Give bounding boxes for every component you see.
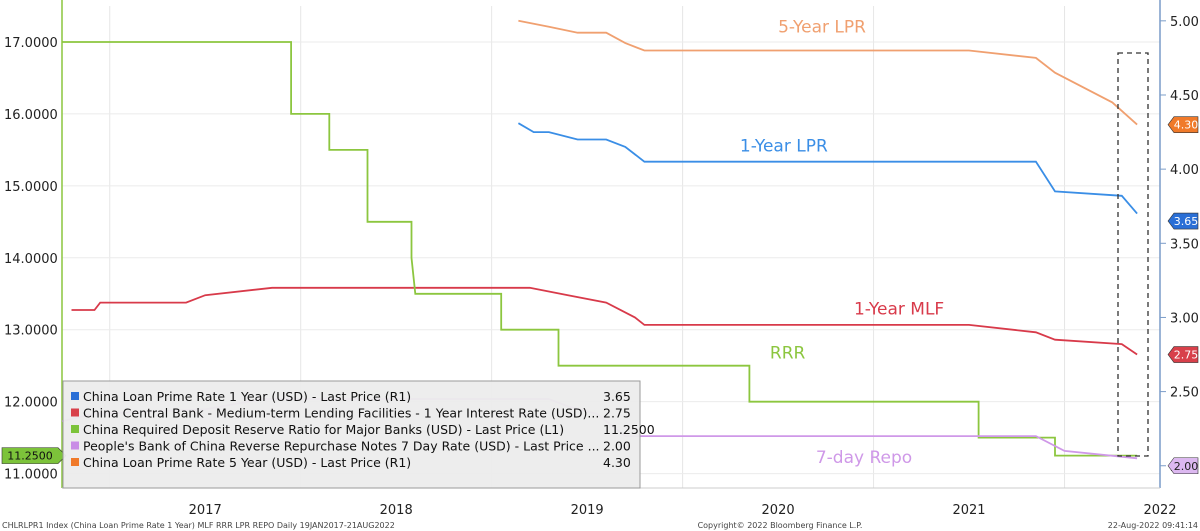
legend-value-mlf: 2.75 — [603, 406, 631, 421]
series-line-lpr1y — [517, 122, 1138, 215]
footer-left: CHLRLPR1 Index (China Loan Prime Rate 1 … — [2, 521, 395, 530]
badge-mlf — [1167, 346, 1199, 363]
x-tick-label: 2020 — [762, 503, 795, 518]
left-tick-label: 12.0000 — [4, 396, 58, 411]
legend-value-lpr1y: 3.65 — [603, 389, 631, 404]
footer-center: Copyright© 2022 Bloomberg Finance L.P. — [698, 521, 863, 530]
badge-lpr5y — [1167, 116, 1199, 133]
series-labels: 1-Year LPR 5-Year LPR 1-Year MLF RRR 7-day R… — [740, 18, 944, 468]
left-tick-label: 17.0000 — [4, 36, 58, 51]
x-tick-label: 2021 — [952, 503, 985, 518]
legend-box — [62, 380, 641, 489]
footer: CHLRLPR1 Index (China Loan Prime Rate 1 … — [2, 521, 1198, 530]
x-tick-label: 2018 — [380, 503, 413, 518]
series-label-rrr: RRR — [770, 344, 806, 364]
series-line-mlf — [71, 286, 1138, 356]
left-tick-label: 11.0000 — [4, 468, 58, 483]
badge-lpr1y — [1167, 212, 1199, 230]
badge-repo — [1167, 457, 1199, 475]
right-tick-label: 5.00 — [1170, 15, 1199, 30]
right-tick-label: 4.00 — [1170, 163, 1199, 178]
right-tick-label: 3.50 — [1170, 237, 1199, 252]
left-tick-label: 15.0000 — [4, 180, 58, 195]
right-tick-label: 2.50 — [1170, 386, 1199, 401]
badge-text-lpr1y: 3.65 — [1174, 215, 1199, 228]
legend-value-lpr5y: 4.30 — [603, 455, 631, 470]
badge-text-lpr5y: 4.30 — [1174, 119, 1199, 132]
legend-swatch-lpr1y — [71, 392, 79, 400]
badge-text-mlf: 2.75 — [1174, 349, 1199, 362]
series-line-rrr — [62, 41, 1138, 457]
axes: 2017 2018 2019 2020 2021 2022 17.0000 16.0000 15… — [4, 0, 1199, 518]
series-label-lpr5y: 5-Year LPR — [778, 18, 866, 38]
x-tick-label: 2017 — [189, 503, 222, 518]
series-label-repo: 7-day Repo — [816, 448, 912, 468]
legend: China Loan Prime Rate 1 Year (USD) - Las… — [62, 380, 655, 489]
x-tick-label: 2022 — [1143, 503, 1176, 518]
left-tick-label: 16.0000 — [4, 108, 58, 123]
legend-value-repo: 2.00 — [603, 439, 631, 454]
right-tick-label: 3.00 — [1170, 311, 1199, 326]
x-tick-label: 2019 — [571, 503, 604, 518]
right-tick-label: 4.50 — [1170, 89, 1199, 104]
legend-swatch-repo — [71, 441, 79, 450]
legend-value-rrr: 11.2500 — [603, 422, 655, 437]
legend-swatch-lpr5y — [71, 458, 79, 466]
left-tick-label: 13.0000 — [4, 324, 58, 339]
badge-text-repo: 2.00 — [1174, 460, 1199, 473]
legend-swatch-rrr — [71, 425, 79, 433]
legend-swatch-mlf — [71, 408, 79, 417]
badge-rrr — [1, 447, 67, 464]
series-label-lpr1y: 1-Year LPR — [740, 136, 828, 156]
badge-text-rrr: 11.2500 — [7, 450, 53, 463]
legend-text-lpr5y: China Loan Prime Rate 5 Year (USD) - Las… — [83, 455, 411, 470]
legend-text-repo: People's Bank of China Reverse Repurchas… — [83, 439, 600, 454]
left-tick-label: 14.0000 — [4, 252, 58, 267]
legend-text-mlf: China Central Bank - Medium-term Lending… — [83, 406, 599, 421]
series-label-mlf: 1-Year MLF — [854, 299, 944, 319]
legend-text-rrr: China Required Deposit Reserve Ratio for… — [83, 422, 564, 437]
footer-right: 22-Aug-2022 09:41:14 — [1108, 521, 1198, 530]
series-line-lpr5y — [518, 19, 1138, 126]
legend-text-lpr1y: China Loan Prime Rate 1 Year (USD) - Las… — [83, 389, 411, 404]
